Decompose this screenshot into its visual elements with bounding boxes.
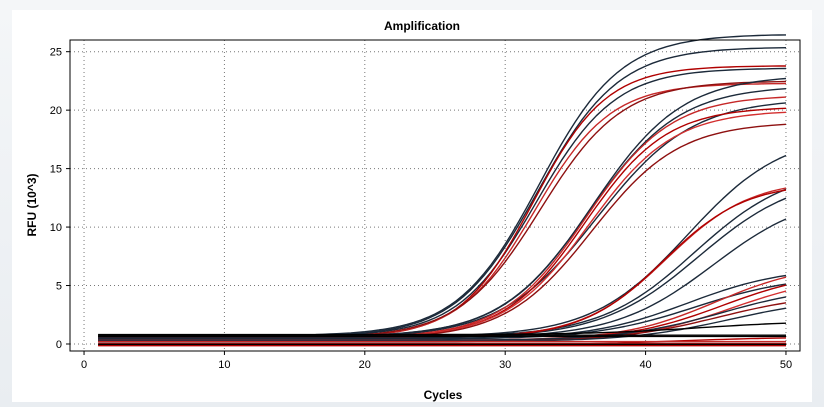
series-26-curve [98,296,787,342]
series-1-curve [98,34,787,337]
x-axis-ticks: 0 10 20 30 40 50 [81,351,792,371]
y-tick-label: 25 [50,47,62,59]
y-tick-label: 5 [56,281,62,293]
series-2-curve [98,47,787,338]
series-6-curve [98,80,787,339]
x-tick-label: 50 [780,359,792,371]
series-4-curve [98,65,786,339]
series-18-curve [98,189,787,339]
series-11-curve [98,107,787,339]
amplification-chart: Amplification 0 10 20 30 40 50 0 5 10 15 20 25 Cyc… [25,19,801,402]
y-axis-label: RFU (10^3) [25,173,39,236]
y-tick-label: 15 [50,164,62,176]
series-19-curve [98,218,787,339]
chart-title: Amplification [384,19,460,33]
y-tick-label: 10 [50,222,62,234]
x-tick-label: 10 [218,359,230,371]
y-tick-label: 0 [56,339,62,351]
x-tick-label: 40 [639,359,651,371]
x-tick-label: 30 [499,359,511,371]
series-9-curve [98,102,787,339]
amplification-chart-panel: Amplification 0 10 20 30 40 50 0 5 10 15 20 25 Cyc… [12,10,812,402]
series-3-curve [98,67,787,338]
x-tick-label: 20 [359,359,371,371]
x-axis-label: Cycles [424,388,463,402]
amplification-curves [98,34,787,347]
series-5-curve [98,82,787,339]
y-axis-ticks: 0 5 10 15 20 25 [50,47,70,351]
y-tick-label: 20 [50,105,62,117]
series-13-curve [98,123,787,340]
x-tick-label: 0 [81,359,87,371]
series-21-curve [98,283,787,340]
plot-area-border [69,39,801,352]
